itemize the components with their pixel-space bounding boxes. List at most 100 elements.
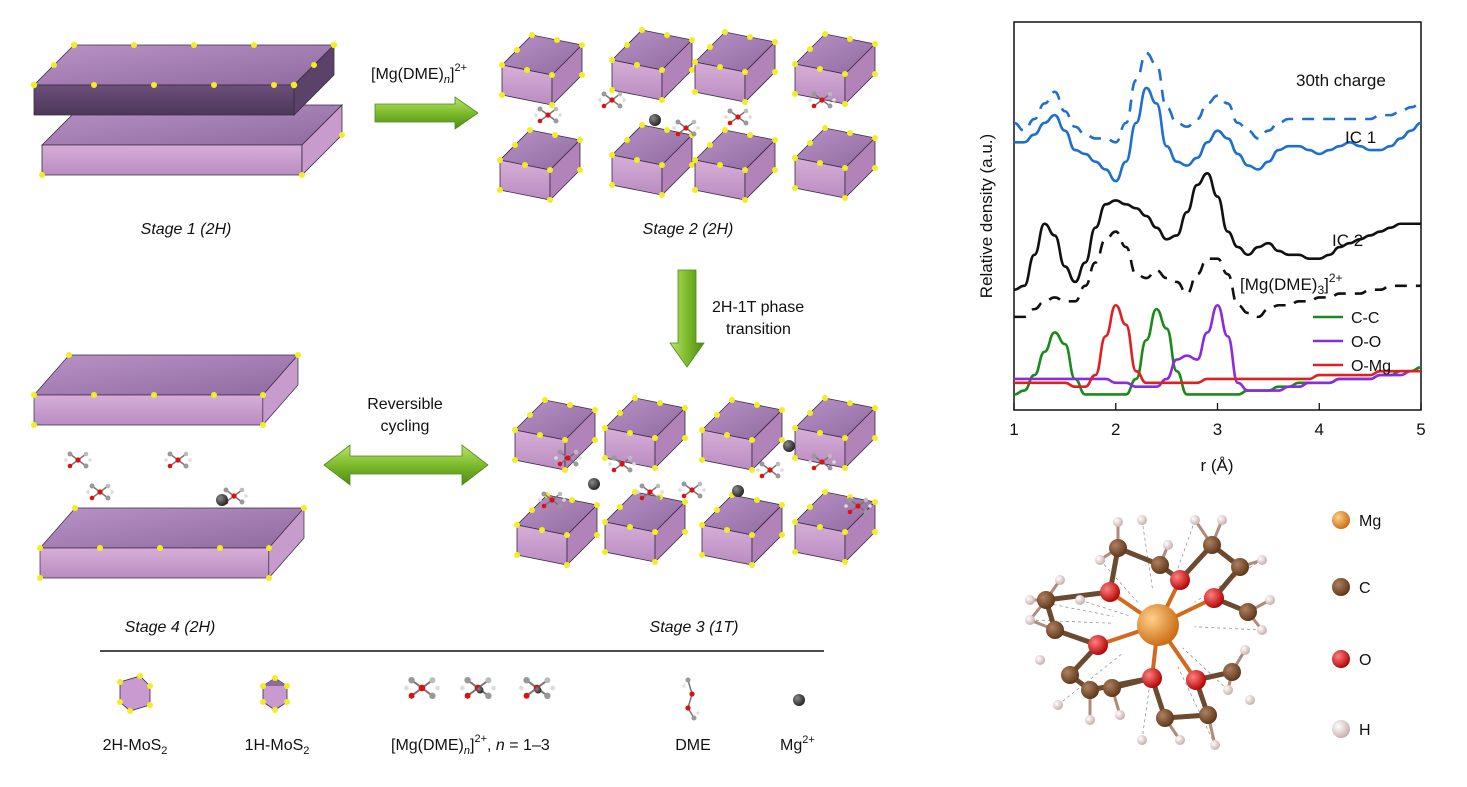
h-bond	[1057, 652, 1124, 706]
h-atom	[1095, 555, 1105, 565]
c-atom	[1109, 539, 1127, 557]
series-line-1	[1014, 86, 1422, 183]
atom-legend-label: O	[1359, 652, 1371, 669]
h-atom	[1137, 515, 1147, 525]
atom-legend-swatch	[1332, 578, 1350, 596]
h-atom	[1035, 655, 1045, 665]
legend-1h-mos2-icon	[260, 675, 290, 713]
x-tick-label: 4	[1315, 420, 1324, 439]
legend-1h-mos2-label: 1H-MoS2	[245, 737, 310, 757]
arrow3-label-line1: Reversible	[367, 396, 443, 413]
legend-mg-ion-icon	[793, 694, 805, 706]
x-tick-label: 5	[1416, 420, 1425, 439]
legend-mg-label: Mg2+	[780, 734, 815, 754]
c-atom	[1203, 536, 1221, 554]
phase-transition-arrow	[669, 269, 705, 368]
c-atom	[1239, 603, 1257, 621]
atom-legend-label: H	[1359, 722, 1371, 739]
h-bond	[1194, 626, 1263, 631]
legend-2h-mos2-label: 2H-MoS2	[103, 737, 168, 757]
c-atom	[1061, 666, 1079, 684]
o-atom	[1186, 670, 1206, 690]
h-atom	[1113, 517, 1123, 527]
h-atom	[1055, 575, 1065, 585]
stage1-structure	[30, 41, 345, 178]
mg-dme3-molecule	[1025, 515, 1275, 750]
rdf-chart: 1 2 3 4 5 r (Å) Relative density (a.u.) 30th…	[977, 21, 1426, 475]
arrow1-label: [Mg(DME)n]2+	[371, 62, 467, 86]
series-line-5	[1013, 303, 1421, 392]
stage4-structure	[31, 352, 307, 581]
stage2-structure	[496, 26, 879, 204]
atom-legend-swatch	[1332, 650, 1350, 668]
stage2-label: Stage 2 (2H)	[643, 221, 734, 238]
arrow3-label-line2: cycling	[381, 418, 430, 435]
legend-label: C-C	[1351, 310, 1379, 327]
reversible-cycling-arrow	[323, 444, 489, 486]
arrow2-label-line1: 2H-1T phase	[712, 299, 804, 316]
legend-label: O-O	[1351, 334, 1381, 351]
stage3-structure	[511, 394, 879, 569]
series-label-ic2: IC 2	[1332, 231, 1363, 250]
series-line-2	[1013, 172, 1421, 292]
legend-dme-label: DME	[675, 737, 711, 754]
series-line-6	[1013, 303, 1421, 389]
h-atom	[1210, 740, 1220, 750]
h-bond	[1141, 519, 1153, 589]
h-atom	[1053, 700, 1063, 710]
legend-label: O-Mg	[1351, 358, 1391, 375]
legend-complex-icons	[403, 675, 556, 701]
legend-2h-mos2-icon	[117, 673, 153, 714]
h-atom	[1075, 595, 1085, 605]
c-atom	[1156, 709, 1174, 727]
chart-legend: C-C O-O O-Mg	[1313, 310, 1391, 375]
c-atom	[1103, 679, 1121, 697]
c-atom	[1231, 558, 1249, 576]
atom-legend-swatch	[1332, 511, 1350, 529]
h-atom	[1025, 595, 1035, 605]
c-atom	[1081, 681, 1099, 699]
h-bond	[1079, 599, 1131, 617]
series-label-ic1: IC 1	[1345, 128, 1376, 147]
c-atom	[1046, 621, 1064, 639]
y-axis-label: Relative density (a.u.)	[977, 134, 996, 298]
stage3-label: Stage 3 (1T)	[650, 619, 739, 636]
h-atom	[1163, 540, 1173, 550]
h-atom	[1223, 685, 1233, 695]
o-atom	[1170, 570, 1190, 590]
h-atom	[1240, 645, 1250, 655]
stage4-label: Stage 4 (2H)	[125, 619, 216, 636]
h-atom	[1175, 735, 1185, 745]
atom-legend: Mg C O H	[1332, 511, 1381, 739]
stage1-label: Stage 1 (2H)	[141, 221, 232, 238]
h-atom	[1115, 710, 1125, 720]
h-atom	[1217, 515, 1227, 525]
atom-legend-label: Mg	[1359, 513, 1381, 530]
o-atom	[1142, 668, 1162, 688]
arrow2-label-line2: transition	[726, 321, 791, 338]
h-bond	[1182, 647, 1229, 691]
h-atom	[1245, 695, 1255, 705]
mg-atom	[1137, 604, 1179, 646]
series-line-0	[1013, 51, 1422, 144]
h-atom	[1085, 715, 1095, 725]
h-atom	[1025, 615, 1035, 625]
h-atom	[1190, 515, 1200, 525]
h-atom	[1257, 625, 1267, 635]
c-atom	[1151, 556, 1169, 574]
c-atom	[1037, 591, 1055, 609]
series-label-30th-charge: 30th charge	[1296, 71, 1386, 90]
series-line-3	[1013, 230, 1421, 319]
intercalation-arrow	[374, 96, 479, 130]
legend-dme-icon	[682, 677, 700, 721]
o-atom	[1100, 582, 1120, 602]
h-atom	[1137, 735, 1147, 745]
h-bond	[1177, 666, 1216, 746]
legend-complex-label: [Mg(DME)n]2+, n = 1–3	[391, 733, 550, 757]
c-atom	[1199, 706, 1217, 724]
h-atom	[1257, 555, 1267, 565]
x-axis-label: r (Å)	[1200, 456, 1233, 475]
o-atom	[1088, 635, 1108, 655]
atom-legend-label: C	[1359, 580, 1371, 597]
